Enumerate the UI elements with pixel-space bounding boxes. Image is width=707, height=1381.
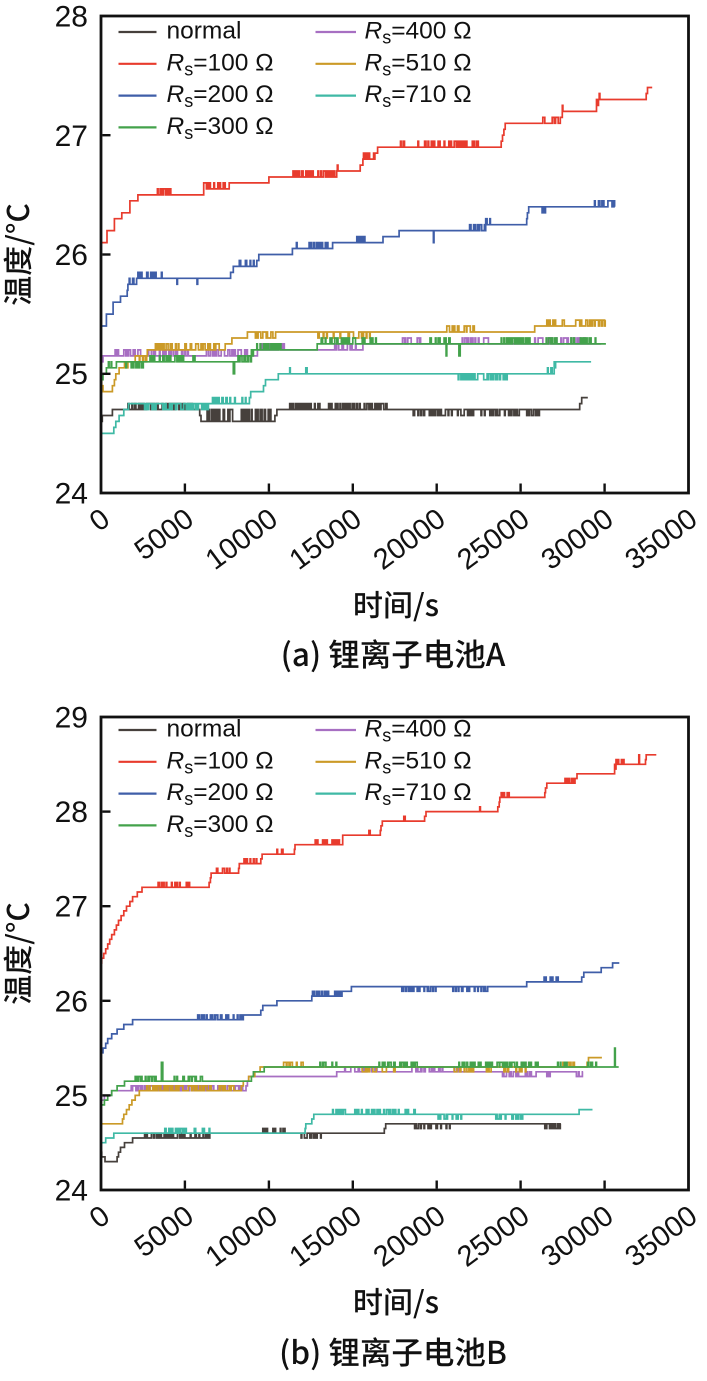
svg-text:Rs=100 Ω: Rs=100 Ω (167, 49, 274, 79)
svg-text:Rs=510 Ω: Rs=510 Ω (365, 747, 472, 777)
svg-text:25: 25 (55, 1080, 88, 1113)
svg-text:Rs=300 Ω: Rs=300 Ω (167, 113, 274, 143)
svg-text:normal: normal (167, 18, 242, 45)
svg-text:Rs=510 Ω: Rs=510 Ω (365, 49, 472, 79)
svg-text:Rs=200 Ω: Rs=200 Ω (167, 779, 274, 809)
svg-text:Rs=300 Ω: Rs=300 Ω (167, 811, 274, 841)
svg-text:27: 27 (55, 891, 88, 924)
svg-text:25: 25 (55, 358, 88, 391)
svg-text:26: 26 (55, 985, 88, 1018)
svg-text:Rs=400 Ω: Rs=400 Ω (365, 716, 472, 746)
svg-text:28: 28 (55, 796, 88, 829)
svg-text:Rs=710 Ω: Rs=710 Ω (365, 779, 472, 809)
svg-text:28: 28 (55, 1, 88, 34)
svg-text:Rs=400 Ω: Rs=400 Ω (365, 18, 472, 48)
svg-text:24: 24 (55, 478, 88, 511)
svg-text:normal: normal (167, 716, 242, 743)
svg-text:Rs=710 Ω: Rs=710 Ω (365, 81, 472, 111)
svg-text:24: 24 (55, 1175, 88, 1208)
svg-text:Rs=200 Ω: Rs=200 Ω (167, 81, 274, 111)
svg-text:26: 26 (55, 239, 88, 272)
svg-text:29: 29 (55, 702, 88, 735)
svg-text:27: 27 (55, 120, 88, 153)
svg-text:Rs=100 Ω: Rs=100 Ω (167, 747, 274, 777)
